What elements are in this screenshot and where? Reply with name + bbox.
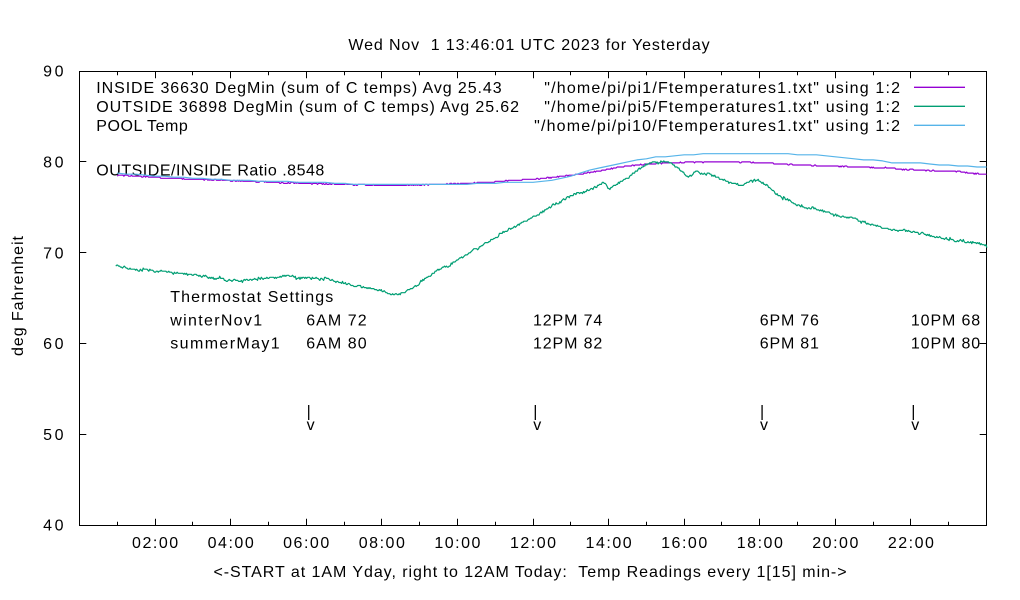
svg-text:OUTSIDE 36898 DegMin (sum of C: OUTSIDE 36898 DegMin (sum of C temps) Av… <box>96 99 519 116</box>
svg-text:|: | <box>911 403 915 420</box>
svg-text:|: | <box>533 403 537 420</box>
svg-text:14:00: 14:00 <box>586 535 632 552</box>
svg-text:winterNov1: winterNov1 <box>169 312 262 329</box>
svg-text:16:00: 16:00 <box>661 535 707 552</box>
svg-text:<-START at 1AM Yday, right to: <-START at 1AM Yday, right to 12AM Today… <box>213 564 846 581</box>
svg-text:"/home/pi/pi10/Ftemperatures1.: "/home/pi/pi10/Ftemperatures1.txt" using… <box>534 118 900 135</box>
svg-text:v: v <box>760 417 768 434</box>
svg-text:18:00: 18:00 <box>737 535 783 552</box>
svg-text:6PM 76: 6PM 76 <box>760 312 819 329</box>
svg-text:12:00: 12:00 <box>510 535 556 552</box>
svg-text:v: v <box>911 417 919 434</box>
svg-text:OUTSIDE/INSIDE Ratio .8548: OUTSIDE/INSIDE Ratio .8548 <box>96 163 324 180</box>
svg-text:04:00: 04:00 <box>208 535 254 552</box>
svg-text:|: | <box>760 403 764 420</box>
svg-text:06:00: 06:00 <box>283 535 329 552</box>
svg-text:v: v <box>533 417 541 434</box>
svg-text:Wed Nov 1 13:46:01 UTC 2023 f: Wed Nov 1 13:46:01 UTC 2023 for Yesterda… <box>348 37 709 54</box>
svg-text:02:00: 02:00 <box>132 535 178 552</box>
svg-text:20:00: 20:00 <box>812 535 858 552</box>
svg-text:12PM 74: 12PM 74 <box>533 312 602 329</box>
svg-text:"/home/pi/pi1/Ftemperatures1.t: "/home/pi/pi1/Ftemperatures1.txt" using … <box>544 80 900 97</box>
svg-text:22:00: 22:00 <box>888 535 934 552</box>
svg-text:6AM 72: 6AM 72 <box>306 312 366 329</box>
svg-text:12PM 82: 12PM 82 <box>533 336 602 353</box>
svg-text:POOL Temp: POOL Temp <box>96 118 188 135</box>
svg-text:"/home/pi/pi5/Ftemperatures1.t: "/home/pi/pi5/Ftemperatures1.txt" using … <box>544 99 900 116</box>
svg-text:6PM 81: 6PM 81 <box>760 336 819 353</box>
svg-text:10PM 68: 10PM 68 <box>911 312 980 329</box>
svg-text:v: v <box>307 417 315 434</box>
svg-text:INSIDE 36630 DegMin (sum of C: INSIDE 36630 DegMin (sum of C temps) Avg… <box>96 80 501 97</box>
svg-text:Thermostat Settings: Thermostat Settings <box>170 289 333 306</box>
svg-text:10:00: 10:00 <box>434 535 480 552</box>
svg-text:deg Fahrenheit: deg Fahrenheit <box>10 236 27 356</box>
svg-text:08:00: 08:00 <box>359 535 405 552</box>
svg-text:summerMay1: summerMay1 <box>170 336 279 353</box>
svg-text:6AM 80: 6AM 80 <box>306 336 366 353</box>
svg-text:10PM 80: 10PM 80 <box>911 336 980 353</box>
svg-text:|: | <box>307 403 311 420</box>
